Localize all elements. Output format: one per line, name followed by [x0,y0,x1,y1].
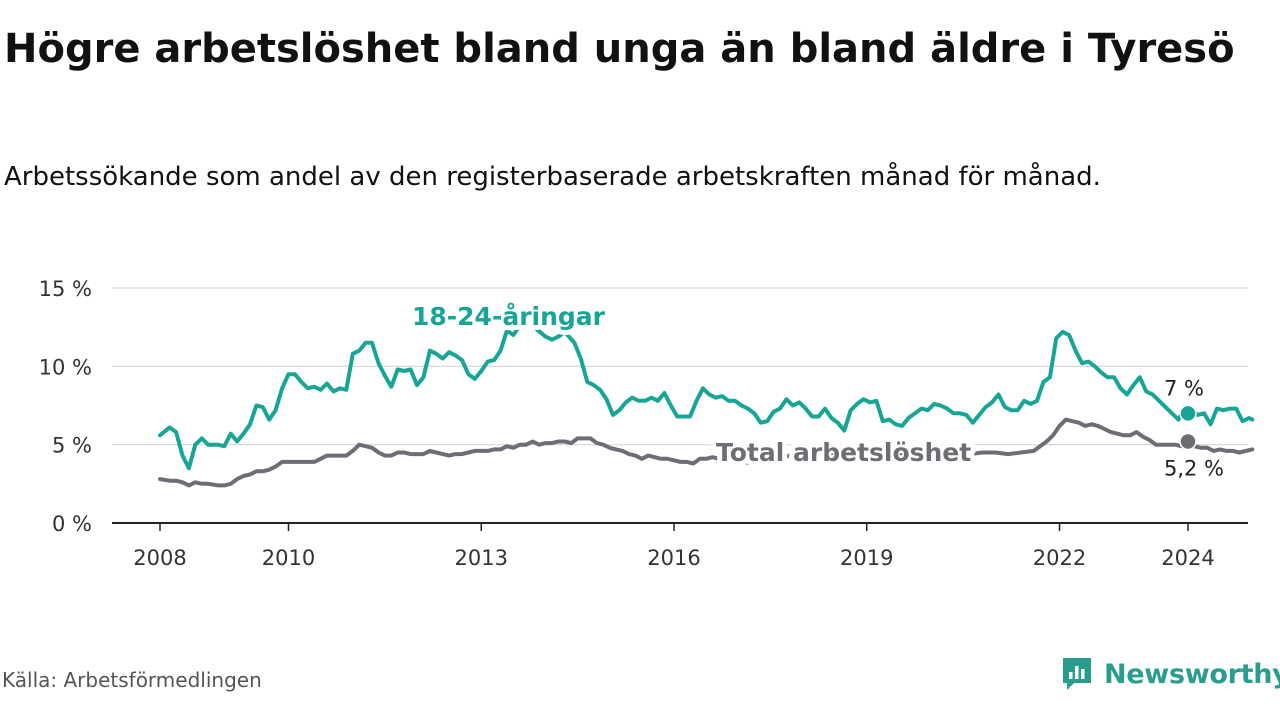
end-value-label-total: 5,2 % [1164,457,1224,481]
brand-name: Newsworthy [1104,658,1280,690]
x-tick-label: 2008 [133,546,186,570]
series-label-youth: 18-24-åringar [412,302,606,331]
x-axis: 2008 2010 2013 2016 2019 2022 2024 [112,522,1248,570]
series-labels: 7 %5,2 %18-24-åringar18-24-åringarTotal … [407,297,1224,481]
newsworthy-logo-icon [1063,658,1091,690]
x-tick-label: 2010 [262,546,315,570]
series-label-youth-halo: 18-24-åringar [412,302,606,331]
line-chart: 0 %5 %10 %15 % 2008 2010 2013 2016 2019 2022 2… [39,277,1255,570]
x-tick-label: 2019 [840,546,893,570]
y-tick-label: 10 % [39,355,92,379]
source-note: Källa: Arbetsförmedlingen [2,668,262,692]
x-tick-label: 2016 [647,546,700,570]
x-tick-label: 2022 [1033,546,1086,570]
y-tick-label: 5 % [52,434,92,458]
y-tick-label: 0 % [52,512,92,536]
end-value-label-youth: 7 % [1164,376,1204,400]
series-line-youth [158,318,1255,471]
series-label-total-halo: Total arbetslöshet [716,438,971,467]
brand-logo[interactable]: Newsworthy [1060,654,1280,694]
gridlines [112,287,1248,446]
chart-subtitle: Arbetssökande som andel av den registerb… [4,162,1101,192]
y-axis-ticks: 0 % 5 % 10 % 15 % [39,277,92,536]
x-tick-label: 2024 [1161,546,1214,570]
y-tick-label: 15 % [39,277,92,301]
x-tick-label: 2013 [455,546,508,570]
series-label-total: Total arbetslöshet [716,438,971,467]
end-dot-total [1179,432,1197,451]
series-line-total [158,417,1255,488]
end-dot-youth [1179,404,1197,423]
series-lines [158,318,1255,488]
chart-title: Högre arbetslöshet bland unga än bland ä… [4,26,1235,72]
